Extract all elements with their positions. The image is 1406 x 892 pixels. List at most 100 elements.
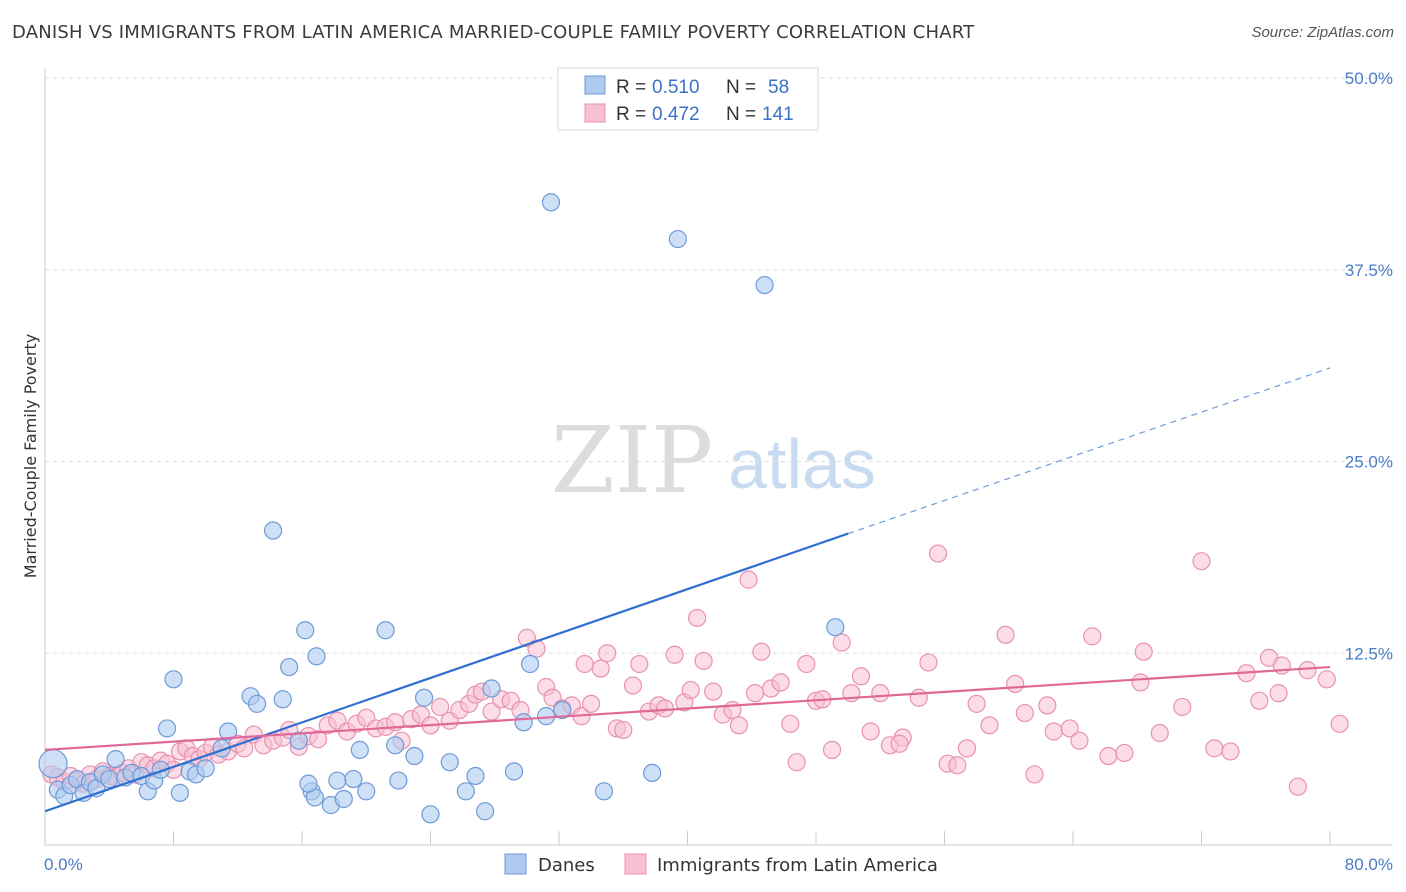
bottom-legend-swatch-danes [504, 853, 527, 875]
latin-america-point [919, 653, 938, 672]
latin-america-point [1250, 691, 1269, 710]
latin-america-point [1070, 731, 1089, 750]
latin-america-point [787, 753, 806, 772]
legend-r-value: 0.472 [652, 104, 700, 125]
danes-point [196, 759, 215, 778]
danes-point [263, 521, 283, 540]
latin-america-point [1131, 673, 1150, 692]
latin-america-point [832, 633, 851, 652]
latin-america-point [1083, 627, 1102, 646]
grid [45, 77, 1392, 654]
y-tick-label: 25.0% [1345, 453, 1393, 472]
danes-point [164, 670, 183, 689]
latin-america-point [1330, 714, 1349, 733]
danes-point [357, 782, 376, 801]
latin-america-point [967, 694, 986, 713]
latin-america-point [431, 697, 450, 717]
legend-r-label: R = [616, 77, 646, 98]
danes-trend-extension [847, 367, 1331, 535]
danes-point [38, 749, 68, 779]
latin-america-point [1221, 742, 1240, 761]
latin-america-point [890, 734, 909, 753]
danes-point [405, 746, 424, 766]
latin-america-point [630, 654, 649, 674]
danes-point [334, 789, 353, 809]
danes-point [344, 769, 363, 789]
latin-america-point [723, 700, 742, 720]
danes-point [170, 783, 190, 802]
danes-point [376, 621, 395, 640]
danes-point [280, 657, 299, 677]
latin-america-point [582, 694, 601, 713]
danes-point [273, 690, 292, 709]
latin-america-point [1134, 642, 1153, 661]
danes-point [514, 713, 533, 732]
latin-america-point [1150, 723, 1169, 743]
latin-america-point [591, 659, 610, 678]
latin-america-point [1115, 743, 1134, 763]
chart-source: Source: ZipAtlas.com [1251, 24, 1394, 41]
latin-america-point [1099, 746, 1118, 766]
latin-america-point [948, 756, 967, 775]
latin-america-point [745, 684, 765, 703]
latin-america-point [1269, 684, 1288, 703]
latin-america-point [1317, 670, 1336, 689]
danes-point [414, 688, 434, 707]
latin-america-trend-line [44, 665, 1331, 751]
danes-point [466, 766, 485, 786]
trend-lines [44, 367, 1331, 813]
danes-point [594, 782, 614, 801]
danes-point [299, 774, 318, 793]
x-tick-label: 80.0% [1345, 855, 1393, 874]
latin-america-point [623, 676, 642, 695]
danes-point [289, 731, 308, 750]
danes-point [440, 753, 459, 772]
latin-america-point [575, 654, 594, 674]
tick-labels: 12.5% 25.0% 37.5% 50.0% 0.0% 80.0% [44, 69, 1393, 874]
latin-america-point [996, 625, 1015, 644]
danes-point [219, 722, 238, 741]
latin-america-point [861, 722, 880, 741]
latin-america-points [42, 544, 1349, 796]
x-tick-label: 0.0% [44, 855, 83, 874]
latin-america-point [1192, 552, 1211, 571]
watermark-atlas: atlas [728, 425, 876, 503]
latin-america-point [665, 645, 684, 664]
danes-point [350, 740, 369, 759]
latin-america-point [771, 673, 790, 692]
latin-america-point [704, 682, 723, 701]
legend-swatch-latin [584, 103, 606, 123]
danes-point [100, 769, 119, 789]
latin-america-point [694, 651, 713, 671]
danes-trend-line [44, 532, 849, 813]
danes-point [541, 193, 561, 212]
danes-point [389, 771, 408, 790]
latin-america-point [1015, 703, 1034, 723]
latin-america-point [1173, 697, 1192, 717]
latin-america-point [1060, 719, 1079, 738]
latin-america-point [729, 716, 749, 735]
latin-america-point [909, 688, 928, 707]
latin-america-point [1298, 661, 1317, 680]
danes-point [421, 805, 440, 824]
latin-america-point [1038, 696, 1057, 715]
watermark: ZIP atlas [551, 407, 876, 514]
axes [44, 68, 1392, 846]
danes-point [386, 736, 405, 755]
danes-point [247, 694, 267, 713]
latin-america-point [980, 716, 999, 735]
y-tick-label: 12.5% [1345, 644, 1393, 663]
latin-america-point [752, 642, 771, 661]
legend-n-value: 58 [768, 77, 789, 98]
legend-n-label: N = [726, 104, 756, 125]
legend-n-value: 141 [762, 104, 794, 125]
legend-r-value: 0.510 [652, 77, 700, 98]
danes-point [553, 700, 572, 720]
danes-point [520, 654, 540, 674]
danes-point [504, 762, 524, 781]
latin-america-point [681, 680, 700, 700]
danes-point [755, 275, 774, 295]
latin-america-point [928, 544, 948, 563]
latin-america-point [1044, 722, 1063, 741]
latin-america-point [1288, 777, 1307, 796]
